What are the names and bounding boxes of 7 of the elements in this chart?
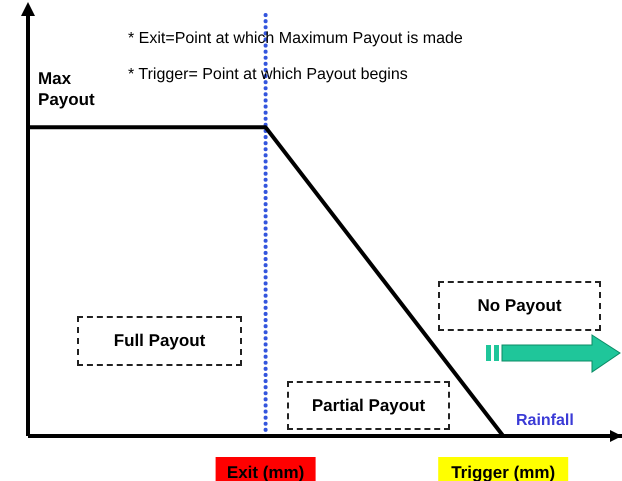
text: * Trigger= Point at which Payout begins [128,66,408,84]
annotation: Partial Payout [312,396,426,416]
annotation: Full Payout [114,331,206,351]
annotation: No Payout [477,296,562,316]
x-axis-title: Rainfall [516,412,574,430]
y-axis-title: Max Payout [38,68,96,110]
text: * Exit=Point at which Maximum Payout is made [128,30,463,48]
